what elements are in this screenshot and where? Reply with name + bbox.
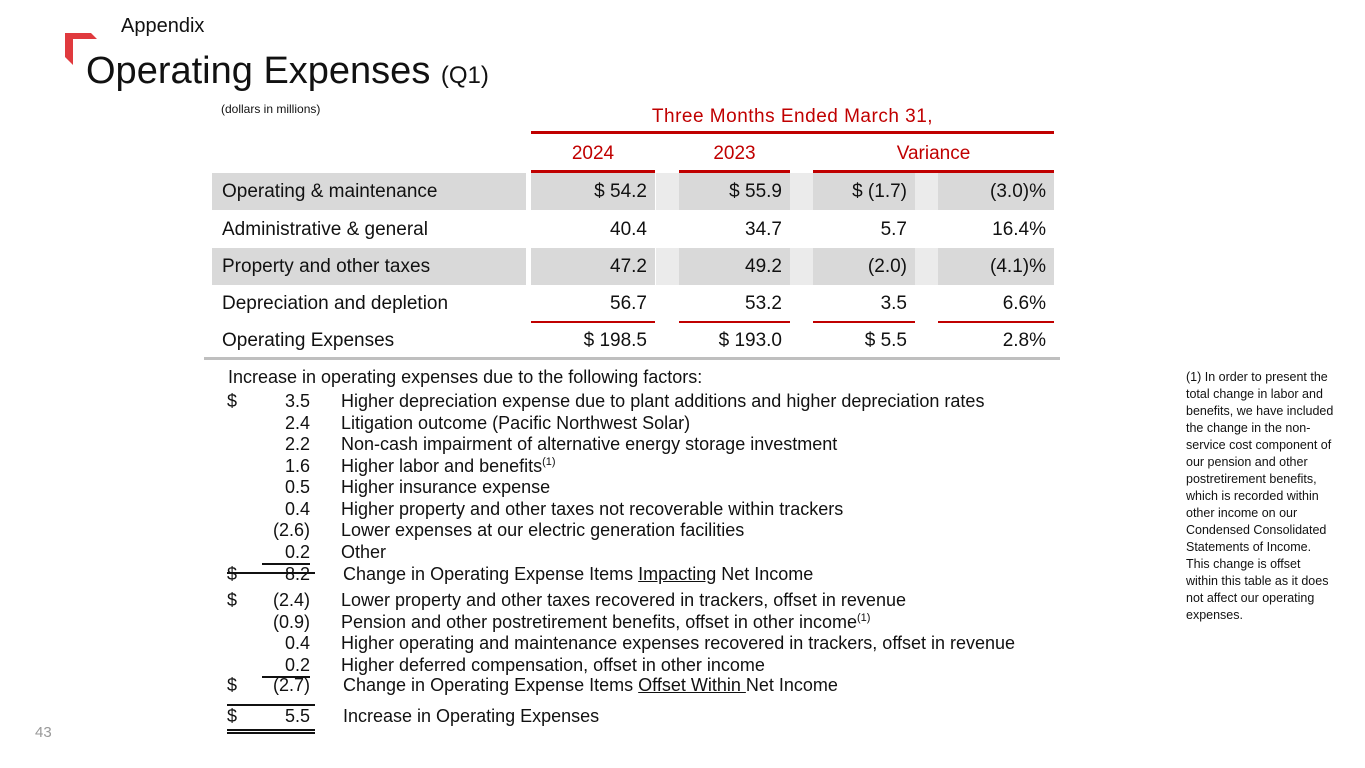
amount: (2.6) — [272, 520, 310, 540]
row-label: Administrative & general — [222, 219, 428, 240]
amount: 0.4 — [284, 633, 310, 653]
dollar-sign: $ — [227, 675, 238, 695]
table-row: Property and other taxes 47.2 49.2 (2.0)… — [212, 248, 1054, 285]
amount: 8.2 — [284, 564, 310, 584]
row-label: Operating & maintenance — [212, 173, 526, 210]
table-row: Operating Expenses $ 198.5 $ 193.0 $ 5.5… — [212, 322, 1054, 359]
amount: 1.6 — [284, 455, 310, 476]
factor-description: Litigation outcome (Pacific Northwest So… — [341, 412, 691, 433]
value-2024: $ 198.5 — [583, 330, 647, 351]
value-2023: 34.7 — [745, 219, 782, 240]
variance-amount: 5.7 — [880, 219, 907, 240]
variance-percent: 6.6% — [1002, 293, 1046, 314]
variance-amount: $ 5.5 — [864, 330, 907, 351]
section-label: Appendix — [121, 15, 205, 37]
row-label: Property and other taxes — [212, 248, 526, 285]
col-2024: 2024 — [571, 143, 615, 164]
subtotal-label: Change in Operating Expense Items Offset… — [343, 675, 838, 695]
logo-corner-icon — [65, 33, 97, 65]
factor-description: Lower expenses at our electric generatio… — [341, 520, 745, 540]
period-header: Three Months Ended March 31, — [651, 106, 934, 127]
amount: (0.9) — [272, 611, 310, 632]
factor-description: Higher operating and maintenance expense… — [341, 633, 1016, 653]
variance-percent: 16.4% — [992, 219, 1046, 240]
units-note: (dollars in millions) — [221, 102, 321, 116]
variance-percent: 2.8% — [1002, 330, 1046, 351]
value-2023: 53.2 — [745, 293, 782, 314]
variance-percent: (4.1)% — [938, 248, 1054, 285]
factor-description: Pension and other postretirement benefit… — [341, 611, 871, 632]
variance-percent: (3.0)% — [938, 173, 1054, 210]
page-title: Operating Expenses (Q1) — [86, 50, 489, 93]
title-suffix: (Q1) — [440, 62, 489, 89]
table-row: Depreciation and depletion 56.7 53.2 3.5… — [212, 285, 1054, 322]
value-2024: 40.4 — [610, 219, 647, 240]
dollar-sign: $ — [227, 706, 238, 726]
amount: 2.2 — [284, 434, 310, 454]
factor-description: Lower property and other taxes recovered… — [341, 590, 906, 610]
factor-description: Higher deferred compensation, offset in … — [341, 654, 765, 675]
total-label: Increase in Operating Expenses — [343, 706, 600, 726]
page-number: 43 — [35, 724, 52, 741]
value-2024: 47.2 — [531, 248, 655, 285]
footnote: (1) In order to present the total change… — [1186, 370, 1334, 622]
factor-description: Non-cash impairment of alternative energ… — [341, 434, 838, 454]
value-2024: 56.7 — [610, 293, 647, 314]
factors-heading: Increase in operating expenses due to th… — [228, 367, 703, 387]
variance-amount: (2.0) — [813, 248, 915, 285]
factor-description: Higher insurance expense — [341, 477, 551, 497]
variance-amount: $ (1.7) — [813, 173, 915, 210]
amount: 0.4 — [284, 498, 310, 519]
dollar-sign: $ — [227, 590, 238, 610]
amount: 3.5 — [284, 391, 310, 411]
table-bottom-rule — [204, 357, 1060, 360]
amount: (2.7) — [272, 675, 310, 695]
factor-description: Higher labor and benefits(1) — [341, 455, 556, 476]
dollar-sign: $ — [227, 564, 238, 584]
value-2023: $ 55.9 — [679, 173, 790, 210]
variance-amount: 3.5 — [880, 293, 907, 314]
table-row: Administrative & general 40.4 34.7 5.7 1… — [212, 211, 1054, 248]
amount: 0.2 — [262, 542, 310, 565]
factor-description: Higher depreciation expense due to plant… — [341, 391, 985, 411]
row-label: Depreciation and depletion — [222, 293, 449, 314]
amount: (2.4) — [272, 590, 310, 610]
col-variance: Variance — [896, 143, 971, 164]
amount: 0.5 — [284, 477, 310, 497]
subtotal-label: Change in Operating Expense Items Impact… — [343, 564, 814, 584]
amount: 5.5 — [284, 706, 310, 726]
table-row: Operating & maintenance $ 54.2 $ 55.9 $ … — [212, 173, 1054, 210]
amount: 0.2 — [262, 655, 310, 678]
value-2024: $ 54.2 — [531, 173, 655, 210]
value-2023: 49.2 — [679, 248, 790, 285]
row-label: Operating Expenses — [222, 330, 395, 351]
col-2023: 2023 — [713, 143, 756, 164]
factor-description: Other — [341, 541, 387, 562]
title-text: Operating Expenses — [86, 50, 431, 92]
factor-description: Higher property and other taxes not reco… — [341, 498, 844, 519]
value-2023: $ 193.0 — [718, 330, 782, 351]
amount: 2.4 — [284, 412, 310, 433]
dollar-sign: $ — [227, 391, 238, 411]
